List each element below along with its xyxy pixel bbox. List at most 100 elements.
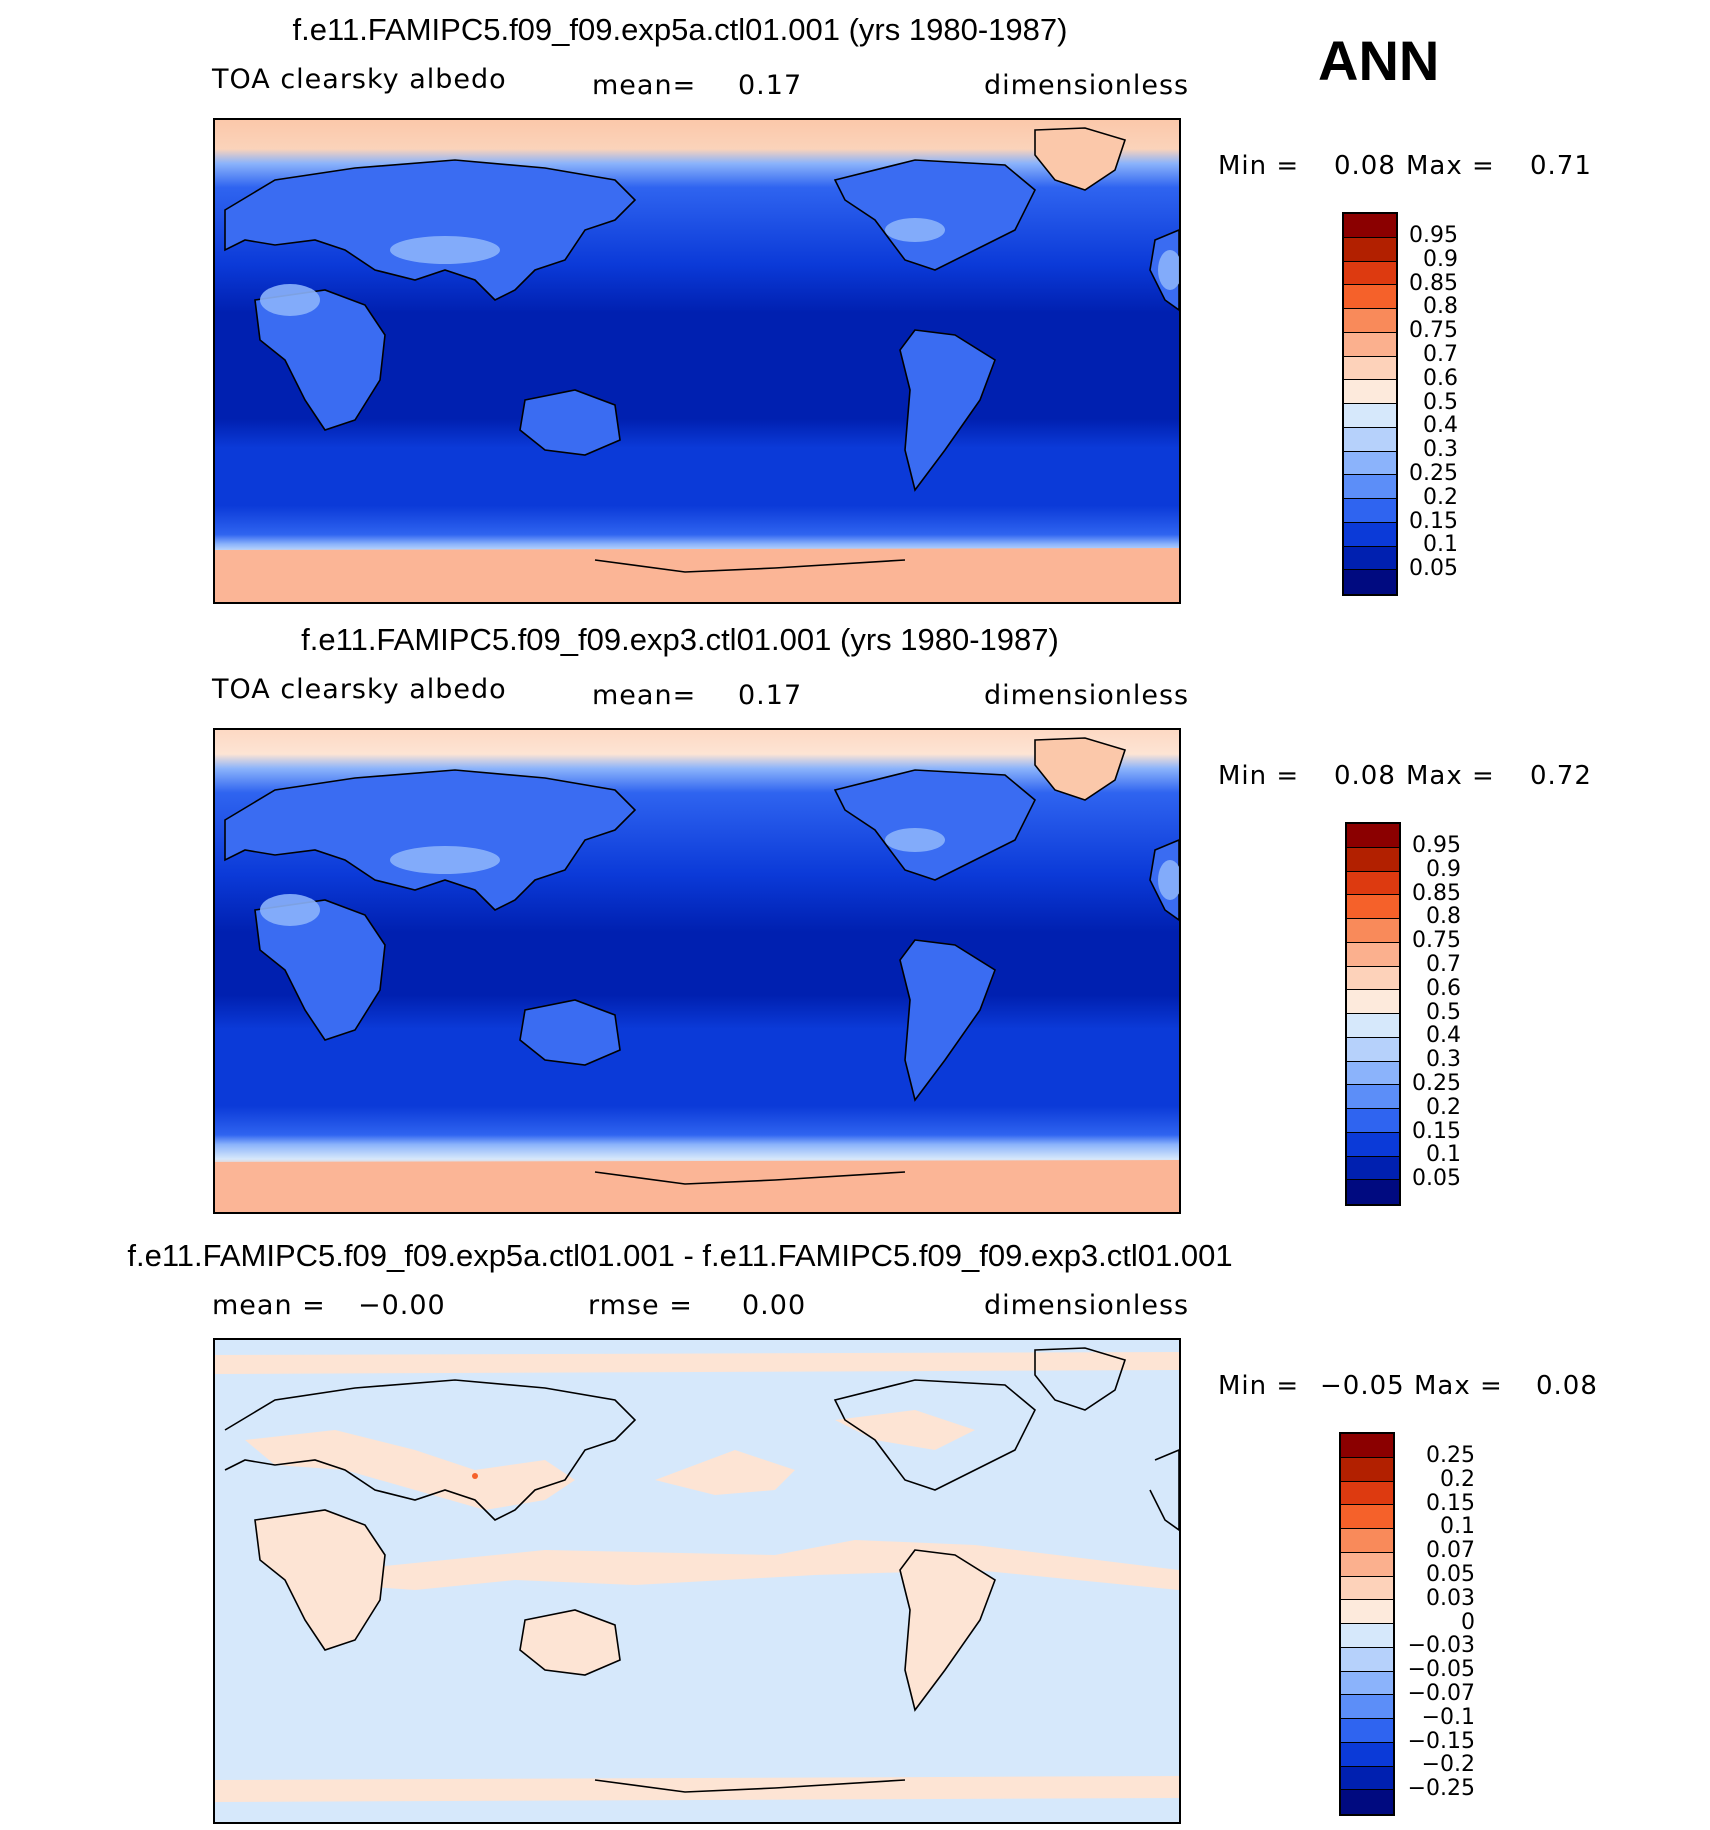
colorbar-swatch [1344, 332, 1396, 357]
colorbar-swatch [1341, 1576, 1393, 1601]
colorbar-swatch [1347, 871, 1399, 896]
panel-1-colorbar-ticks: 0.95 0.9 0.85 0.8 0.75 0.7 0.6 0.5 0.4 0.3 0.25 0.2… [1400, 224, 1458, 581]
panel-3-colorbar [1339, 1432, 1395, 1816]
colorbar-swatch [1344, 285, 1396, 309]
panel-1-max-label: Max = [1406, 151, 1495, 181]
panel-1-map-graphic [215, 120, 1179, 602]
panel-3-map-graphic [215, 1340, 1179, 1822]
panel-3-rmse-value: 0.00 [742, 1290, 807, 1321]
colorbar-swatch [1344, 237, 1396, 262]
colorbar-swatch [1341, 1671, 1393, 1696]
colorbar-swatch [1344, 380, 1396, 404]
colorbar-swatch [1341, 1742, 1393, 1767]
colorbar-tick-label: 0.95 [1412, 833, 1461, 858]
colorbar-swatch [1341, 1457, 1393, 1482]
panel-2-map-graphic [215, 730, 1179, 1212]
panel-2-colorbar [1345, 822, 1401, 1206]
colorbar-tick-label: −0.03 [1407, 1633, 1475, 1659]
colorbar-swatch [1344, 499, 1396, 523]
colorbar-swatch [1341, 1529, 1393, 1553]
colorbar-tick-label: 0.9 [1423, 246, 1458, 272]
colorbar-tick-label: 0.05 [1412, 1166, 1461, 1192]
panel-3-units: dimensionless [984, 1290, 1190, 1321]
colorbar-swatch [1341, 1600, 1393, 1624]
panel-2-min-value: 0.08 [1334, 761, 1396, 791]
colorbar-tick-label: 0.75 [1412, 928, 1461, 954]
panel-1-title: f.e11.FAMIPC5.f09_f09.exp5a.ctl01.001 (y… [292, 12, 1068, 47]
panel-1-min-label: Min = [1218, 151, 1300, 181]
colorbar-tick-label: 0.5 [1426, 999, 1461, 1025]
colorbar-tick-label: 0.1 [1426, 1142, 1461, 1168]
colorbar-tick-label: 0.6 [1423, 365, 1458, 391]
panel-2-max-label: Max = [1406, 761, 1495, 791]
colorbar-tick-label: 0.07 [1426, 1538, 1475, 1564]
colorbar-tick-label: 0.05 [1426, 1561, 1475, 1587]
colorbar-swatch [1347, 919, 1399, 943]
panel-2-units: dimensionless [984, 680, 1190, 711]
colorbar-tick-label: 0.1 [1440, 1514, 1475, 1540]
colorbar-tick-label: 0.3 [1426, 1047, 1461, 1073]
colorbar-swatch [1344, 451, 1396, 476]
panel-2-variable: TOA clearsky albedo [212, 674, 507, 705]
colorbar-tick-label: 0.4 [1423, 413, 1458, 439]
colorbar-tick-label: 0.5 [1423, 389, 1458, 415]
colorbar-swatch [1344, 356, 1396, 381]
colorbar-swatch [1341, 1505, 1393, 1529]
colorbar-tick-label: −0.07 [1407, 1680, 1475, 1706]
colorbar-swatch [1347, 990, 1399, 1014]
colorbar-tick-label: 0.25 [1426, 1443, 1475, 1468]
colorbar-swatch [1344, 427, 1396, 452]
colorbar-swatch [1344, 404, 1396, 428]
colorbar-swatch [1341, 1481, 1393, 1506]
colorbar-tick-label: 0.95 [1409, 223, 1458, 248]
panel-1-units: dimensionless [984, 70, 1190, 101]
panel-2-min-label: Min = [1218, 761, 1300, 791]
panel-3-rmse-label: rmse = [588, 1290, 693, 1321]
panel-1-mean-label: mean= [592, 70, 697, 101]
colorbar-tick-label: 0.05 [1409, 556, 1458, 582]
season-label: ANN [1318, 29, 1440, 92]
colorbar-swatch [1347, 1061, 1399, 1086]
panel-2-mean-value: 0.17 [738, 680, 803, 711]
colorbar-swatch [1344, 570, 1396, 594]
panel-3-title: f.e11.FAMIPC5.f09_f09.exp5a.ctl01.001 - … [127, 1238, 1233, 1273]
panel-1-mean-value: 0.17 [738, 70, 803, 101]
colorbar-swatch [1347, 1156, 1399, 1181]
colorbar-tick-label: 0.9 [1426, 856, 1461, 882]
panel-2-colorbar-ticks: 0.95 0.9 0.85 0.8 0.75 0.7 0.6 0.5 0.4 0.3 0.25 0.2… [1403, 834, 1461, 1191]
panel-3-colorbar-ticks: 0.25 0.2 0.15 0.1 0.07 0.05 0.03 0 −0.03 −0.05 −0.… [1397, 1444, 1475, 1801]
colorbar-tick-label: 0.8 [1423, 294, 1458, 320]
colorbar-tick-label: 0.85 [1412, 880, 1461, 906]
colorbar-tick-label: 0.2 [1423, 484, 1458, 510]
colorbar-tick-label: −0.15 [1407, 1728, 1475, 1754]
colorbar-tick-label: 0.15 [1409, 508, 1458, 534]
colorbar-swatch [1347, 942, 1399, 967]
colorbar-swatch [1341, 1647, 1393, 1672]
panel-2-title: f.e11.FAMIPC5.f09_f09.exp3.ctl01.001 (yr… [301, 622, 1059, 657]
panel-3-min-label: Min = [1218, 1371, 1300, 1401]
panel-3-mean-label: mean = [212, 1290, 326, 1321]
colorbar-tick-label: 0.8 [1426, 904, 1461, 930]
colorbar-swatch [1344, 214, 1396, 238]
colorbar-tick-label: 0.1 [1423, 532, 1458, 558]
colorbar-swatch [1347, 1109, 1399, 1133]
panel-3-map [213, 1338, 1181, 1824]
colorbar-tick-label: −0.25 [1407, 1776, 1475, 1802]
colorbar-swatch [1344, 309, 1396, 333]
colorbar-tick-label: 0.75 [1409, 318, 1458, 344]
colorbar-tick-label: 0.4 [1426, 1023, 1461, 1049]
panel-3-mean-value: −0.00 [358, 1290, 446, 1321]
panel-1-max-value: 0.71 [1530, 151, 1592, 181]
colorbar-tick-label: −0.1 [1421, 1704, 1475, 1730]
panel-2-map [213, 728, 1181, 1214]
colorbar-tick-label: 0 [1461, 1609, 1475, 1635]
colorbar-swatch [1341, 1552, 1393, 1577]
colorbar-swatch [1344, 261, 1396, 286]
colorbar-tick-label: 0.03 [1426, 1585, 1475, 1611]
panel-3-min-value: −0.05 [1320, 1371, 1405, 1401]
colorbar-tick-label: −0.2 [1421, 1752, 1475, 1778]
colorbar-tick-label: 0.3 [1423, 437, 1458, 463]
colorbar-swatch [1341, 1719, 1393, 1743]
colorbar-swatch [1341, 1434, 1393, 1458]
colorbar-swatch [1347, 824, 1399, 848]
